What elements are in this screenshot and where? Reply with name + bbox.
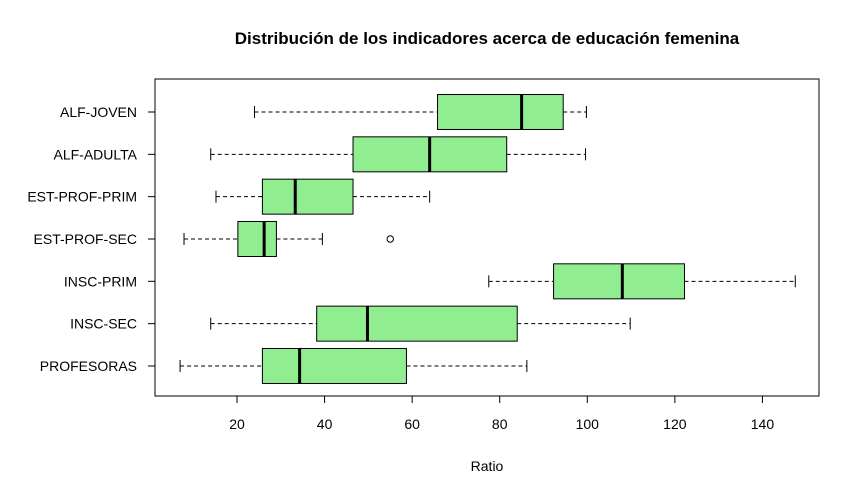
box-insc-prim <box>488 263 796 300</box>
box-alf-adulta <box>210 136 587 173</box>
x-tick-label: 140 <box>751 416 775 432</box>
y-tick-label: INSC-PRIM <box>64 273 137 289</box>
x-axis: 20 40 60 80 100 120 140 <box>229 395 775 432</box>
x-axis-label: Ratio <box>471 458 504 474</box>
outlier-point <box>386 235 394 243</box>
iqr-box <box>437 94 564 130</box>
box-insc-sec <box>210 305 631 342</box>
y-axis: ALF-JOVEN ALF-ADULTA EST-PROF-PRIM EST-PROF… <box>27 104 156 374</box>
boxes-layer <box>179 94 796 384</box>
iqr-box <box>553 263 685 300</box>
x-tick-label: 80 <box>492 416 508 432</box>
iqr-box <box>261 347 407 384</box>
chart-title: Distribución de los indicadores acerca d… <box>234 29 740 48</box>
y-tick-label: EST-PROF-PRIM <box>27 189 137 205</box>
x-tick-label: 100 <box>576 416 600 432</box>
y-tick-label: ALF-ADULTA <box>54 146 138 162</box>
y-tick-label: PROFESORAS <box>40 358 137 374</box>
x-tick-label: 40 <box>317 416 333 432</box>
x-tick-label: 20 <box>229 416 245 432</box>
box-profesoras <box>179 347 528 384</box>
x-tick-label: 120 <box>663 416 687 432</box>
box-est-prof-sec <box>183 220 394 257</box>
iqr-box <box>316 305 518 342</box>
iqr-box <box>237 220 277 257</box>
y-tick-label: INSC-SEC <box>70 316 137 332</box>
box-est-prof-prim <box>215 178 431 215</box>
iqr-box <box>261 178 354 215</box>
box-alf-joven <box>254 94 587 130</box>
y-tick-label: ALF-JOVEN <box>60 104 137 120</box>
y-tick-label: EST-PROF-SEC <box>34 231 137 247</box>
x-tick-label: 60 <box>404 416 420 432</box>
